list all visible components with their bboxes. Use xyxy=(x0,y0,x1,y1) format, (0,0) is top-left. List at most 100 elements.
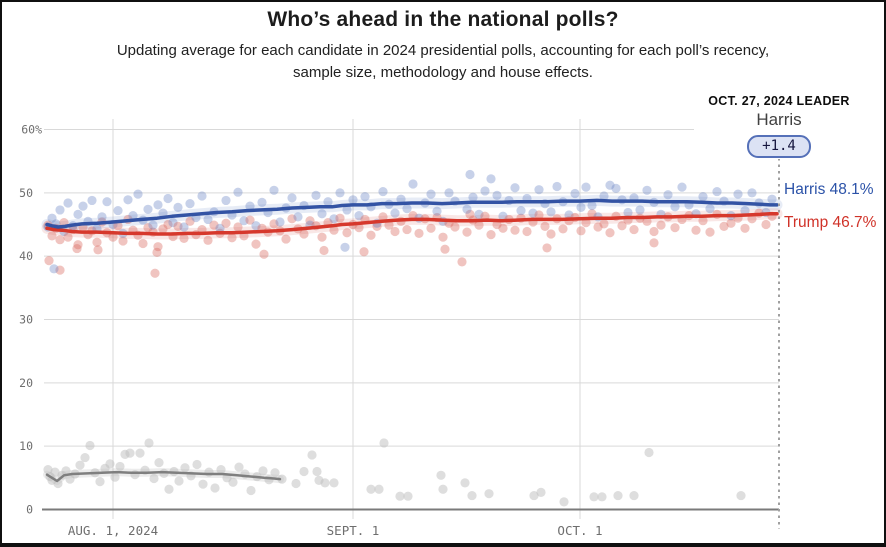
poll-dot-gray xyxy=(366,484,376,494)
poll-dot-gray xyxy=(644,447,654,458)
poll-dot-harris xyxy=(698,192,708,202)
poll-dot-trump xyxy=(158,224,168,234)
poll-dot-harris xyxy=(49,264,59,274)
poll-dot-harris xyxy=(474,209,484,219)
poll-dot-gray xyxy=(174,476,184,486)
poll-dot-harris xyxy=(396,194,406,204)
poll-dot-trump xyxy=(691,225,701,235)
y-tick-label: 40 xyxy=(19,249,33,263)
poll-dot-gray xyxy=(144,438,154,448)
poll-dot-trump xyxy=(221,218,231,228)
poll-dot-gray xyxy=(277,474,287,484)
poll-dot-harris xyxy=(767,194,777,204)
poll-dot-harris xyxy=(275,217,285,227)
poll-dot-gray xyxy=(228,477,238,487)
poll-dot-harris xyxy=(360,192,370,202)
poll-dot-gray xyxy=(149,473,159,484)
poll-dot-gray xyxy=(95,477,105,487)
poll-dot-harris xyxy=(221,195,231,206)
poll-dot-harris xyxy=(102,197,112,207)
poll-dot-gray xyxy=(299,466,309,477)
poll-dot-harris xyxy=(203,214,213,225)
poll-dot-trump xyxy=(740,223,750,233)
poll-dot-harris xyxy=(663,190,673,200)
y-tick-label: 20 xyxy=(19,376,33,390)
poll-dot-gray xyxy=(264,475,274,485)
poll-dot-trump xyxy=(540,221,550,232)
poll-dot-harris xyxy=(133,189,143,199)
x-tick-label: AUG. 1, 2024 xyxy=(68,523,158,538)
poll-dot-trump xyxy=(63,232,73,242)
poll-dot-trump xyxy=(203,235,213,245)
poll-dot-harris xyxy=(528,208,538,218)
poll-dot-harris xyxy=(390,208,400,218)
poll-dot-gray xyxy=(529,490,539,501)
poll-dot-gray xyxy=(110,472,120,482)
y-tick-label: 50 xyxy=(19,186,33,200)
poll-dot-gray xyxy=(192,459,202,470)
poll-dot-gray xyxy=(270,468,280,478)
poll-dot-harris xyxy=(670,202,680,212)
poll-dot-harris xyxy=(462,204,472,214)
poll-dot-gray xyxy=(216,465,226,475)
poll-dot-trump xyxy=(390,226,400,237)
poll-dot-harris xyxy=(378,186,388,197)
poll-dot-trump xyxy=(761,219,771,230)
poll-dot-trump xyxy=(287,214,297,224)
poll-dot-harris xyxy=(587,200,597,211)
poll-dot-trump xyxy=(670,223,680,233)
poll-dot-harris xyxy=(185,199,195,209)
poll-dot-harris xyxy=(251,221,261,231)
poll-dot-harris xyxy=(233,187,243,197)
poll-dot-gray xyxy=(536,487,546,498)
poll-dot-harris xyxy=(78,201,88,211)
poll-dot-trump xyxy=(329,225,339,235)
poll-dot-harris xyxy=(733,189,743,199)
poll-dot-gray xyxy=(234,462,244,472)
poll-dot-harris xyxy=(623,207,633,218)
poll-dot-harris xyxy=(153,200,163,210)
poll-dot-gray xyxy=(379,438,389,448)
poll-dot-gray xyxy=(154,458,164,468)
poll-dot-gray xyxy=(50,467,60,477)
poll-dot-harris xyxy=(465,169,475,180)
poll-dot-harris xyxy=(468,192,478,202)
page-subtitle-line2: sample size, methodology and house effec… xyxy=(293,64,593,81)
harris-trend-line xyxy=(45,198,779,229)
poll-dot-trump xyxy=(185,216,195,226)
poll-dot-trump xyxy=(317,232,327,242)
poll-dot-harris xyxy=(642,185,652,195)
y-tick-label: 0 xyxy=(26,503,33,517)
poll-dot-trump xyxy=(378,212,388,222)
poll-dot-trump xyxy=(462,227,472,237)
poll-dot-harris xyxy=(498,211,508,221)
poll-dot-harris xyxy=(740,205,750,216)
poll-dot-harris xyxy=(123,195,133,205)
poll-dot-trump xyxy=(153,242,163,252)
poll-dot-trump xyxy=(698,216,708,226)
poll-dot-gray xyxy=(130,470,140,480)
poll-dot-gray xyxy=(75,460,85,470)
poll-dot-trump xyxy=(72,243,82,254)
page-subtitle-line1: Updating average for each candidate in 2… xyxy=(116,42,770,59)
poll-dot-trump xyxy=(450,222,460,232)
poll-dot-trump xyxy=(534,210,544,220)
y-tick-label: 10 xyxy=(19,439,33,453)
poll-dot-gray xyxy=(246,485,256,496)
poll-dot-trump xyxy=(465,209,475,219)
poll-dot-gray xyxy=(180,463,190,473)
poll-dot-harris xyxy=(599,191,609,201)
poll-dot-harris xyxy=(163,193,173,204)
poll-dot-gray xyxy=(164,484,174,494)
poll-dot-gray xyxy=(320,478,330,488)
poll-dot-harris xyxy=(354,211,364,221)
poll-dot-harris xyxy=(546,207,556,217)
poll-dot-trump xyxy=(486,230,496,240)
kennedy-trend-line xyxy=(45,470,282,483)
poll-dot-harris xyxy=(510,183,520,193)
poll-dot-harris xyxy=(426,189,436,199)
poll-dot-harris xyxy=(611,183,621,194)
poll-dot-gray xyxy=(80,452,90,463)
poll-dot-harris xyxy=(87,195,97,206)
